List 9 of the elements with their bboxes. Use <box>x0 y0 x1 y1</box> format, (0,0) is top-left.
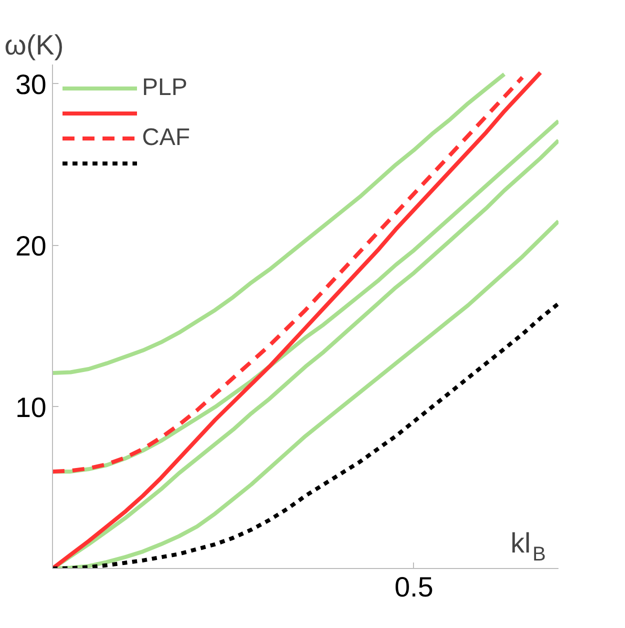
y-axis-title: ω(K) <box>4 30 64 60</box>
x-tick-label: 0.5 <box>394 572 434 602</box>
y-tick-label: 30 <box>15 68 47 100</box>
y-tick-label: 20 <box>15 230 47 262</box>
legend-label: CAF <box>142 124 190 152</box>
line-series <box>52 72 506 376</box>
legend-label: PLP <box>142 74 188 102</box>
y-tick-label: 10 <box>15 392 47 423</box>
line-series <box>52 75 524 474</box>
